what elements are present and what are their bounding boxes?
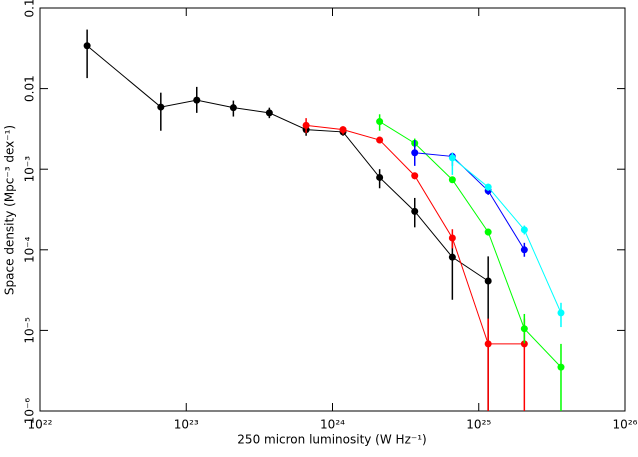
plot-frame xyxy=(39,7,626,412)
data-point xyxy=(557,309,565,317)
data-point xyxy=(157,103,165,111)
data-point xyxy=(484,228,492,236)
data-point xyxy=(376,118,384,126)
data-point xyxy=(448,176,456,184)
data-point xyxy=(448,234,456,242)
data-point xyxy=(376,136,384,144)
series-line xyxy=(414,152,525,251)
data-point xyxy=(520,340,528,348)
x-tick-label: 10²⁴ xyxy=(320,418,345,432)
data-point xyxy=(557,363,565,371)
x-tick-label: 10²² xyxy=(28,418,53,432)
data-point xyxy=(302,121,310,129)
x-axis-label: 250 micron luminosity (W Hz⁻¹) xyxy=(237,433,426,447)
data-point xyxy=(411,207,419,215)
data-point xyxy=(520,325,528,333)
data-point xyxy=(229,104,237,112)
data-point xyxy=(265,109,273,117)
data-point xyxy=(484,183,492,191)
x-tick-label: 10²³ xyxy=(174,418,199,432)
data-point xyxy=(448,154,456,162)
y-axis-label: Space density (Mpc⁻³ dex⁻¹) xyxy=(3,125,17,295)
data-point xyxy=(376,173,384,181)
data-point xyxy=(83,42,91,50)
y-tick-label: 10⁻⁴ xyxy=(23,236,37,263)
data-point xyxy=(448,253,456,261)
series-line xyxy=(86,45,489,282)
data-point xyxy=(520,226,528,234)
data-point xyxy=(411,172,419,180)
data-point xyxy=(193,96,201,104)
data-point xyxy=(520,246,528,254)
x-tick-label: 10²⁵ xyxy=(466,418,491,432)
y-tick-label: 10⁻⁶ xyxy=(23,398,37,425)
data-point xyxy=(484,340,492,348)
data-point xyxy=(339,126,347,134)
series-line xyxy=(379,121,562,368)
y-tick-label: 10⁻³ xyxy=(23,156,37,183)
y-tick-label: 10⁻⁵ xyxy=(23,317,37,344)
data-point xyxy=(411,149,419,157)
data-point xyxy=(484,277,492,285)
x-tick-label: 10²⁶ xyxy=(613,418,638,432)
y-tick-label: 0.1 xyxy=(23,0,37,18)
y-tick-label: 0.01 xyxy=(23,75,37,102)
series-line xyxy=(452,157,562,314)
